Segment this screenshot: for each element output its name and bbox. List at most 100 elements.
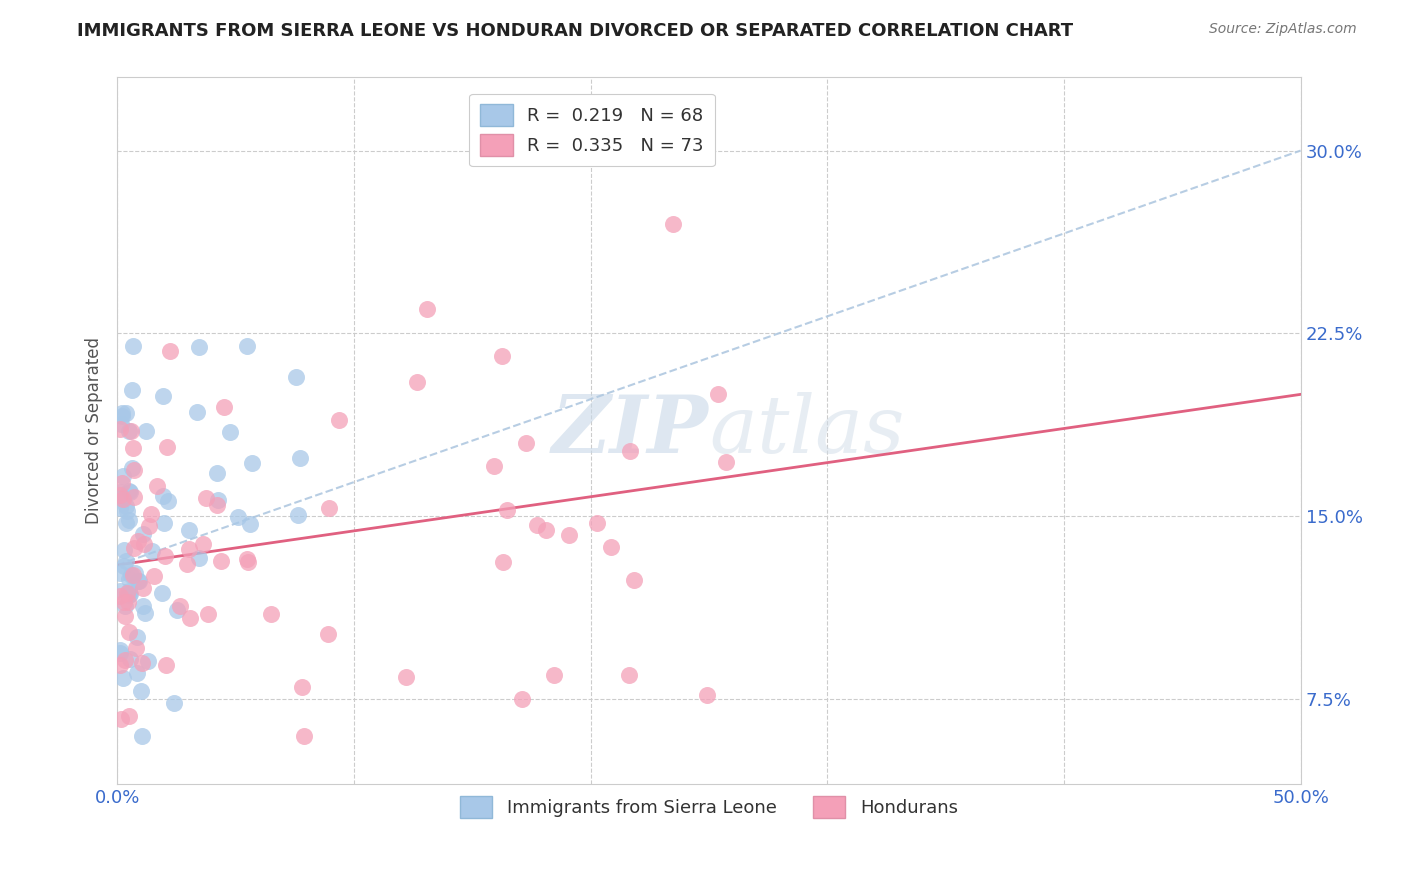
Point [316,626,339,640]
Point [108,484,131,499]
Point [124,566,146,580]
Point [515,436,537,450]
Point [191,536,214,550]
Point [110,417,132,431]
Point [120,652,142,666]
Point [120,587,142,601]
Point [114,554,136,568]
Point [662,217,685,231]
Point [117,572,139,586]
Point [108,488,131,502]
Point [131,729,153,743]
Point [121,461,143,475]
Point [114,609,136,624]
Point [108,584,131,599]
Point [169,599,191,613]
Text: atlas: atlas [709,392,904,470]
Point [118,484,141,499]
Point [112,469,135,483]
Text: IMMIGRANTS FROM SIERRA LEONE VS HONDURAN DIVORCED OR SEPARATED CORRELATION CHART: IMMIGRANTS FROM SIERRA LEONE VS HONDURAN… [77,22,1073,40]
Point [108,643,131,657]
Point [623,573,645,587]
Text: Source: ZipAtlas.com: Source: ZipAtlas.com [1209,22,1357,37]
Point [159,343,181,358]
Point [111,476,134,491]
Point [166,603,188,617]
Point [139,507,162,521]
Point [108,647,131,661]
Point [416,301,439,316]
Point [122,567,145,582]
Point [141,544,163,558]
Point [536,523,558,537]
Point [395,670,418,684]
Point [496,503,519,517]
Point [188,551,211,566]
Point [132,599,155,614]
Point [150,585,173,599]
Point [118,589,141,603]
Point [118,424,141,438]
Point [152,389,174,403]
Point [156,440,179,454]
Point [121,383,143,397]
Point [294,729,316,743]
Point [125,640,148,655]
Point [117,504,139,518]
Point [135,424,157,438]
Point [207,467,229,481]
Point [236,551,259,566]
Point [118,709,141,723]
Point [156,494,179,508]
Point [526,518,548,533]
Point [117,584,139,599]
Point [287,508,309,522]
Point [127,630,149,644]
Point [134,537,156,551]
Point [108,501,131,516]
Point [108,422,131,436]
Point [112,543,135,558]
Point [714,455,737,469]
Text: ZIP: ZIP [553,392,709,470]
Point [197,607,219,622]
Point [136,654,159,668]
Point [108,589,131,603]
Point [129,683,152,698]
Point [111,409,134,423]
Point [510,692,533,706]
Point [209,554,232,568]
Point [236,556,259,570]
Point [619,443,641,458]
Point [127,574,149,589]
Point [114,599,136,613]
Y-axis label: Divorced or Separated: Divorced or Separated [86,337,103,524]
Point [219,425,242,439]
Point [543,667,565,681]
Point [122,338,145,352]
Point [239,516,262,531]
Point [111,491,134,505]
Point [152,489,174,503]
Point [240,456,263,470]
Point [155,657,177,672]
Point [125,666,148,681]
Point [114,653,136,667]
Point [115,585,138,599]
Point [599,541,621,555]
Point [146,479,169,493]
Point [153,549,176,563]
Point [328,413,350,427]
Point [110,712,132,726]
Point [121,441,143,455]
Point [118,484,141,499]
Point [143,568,166,582]
Point [118,512,141,526]
Point [696,689,718,703]
Point [163,696,186,710]
Point [406,375,429,389]
Point [134,607,156,621]
Point [124,541,146,556]
Point [177,542,200,557]
Point [112,559,135,574]
